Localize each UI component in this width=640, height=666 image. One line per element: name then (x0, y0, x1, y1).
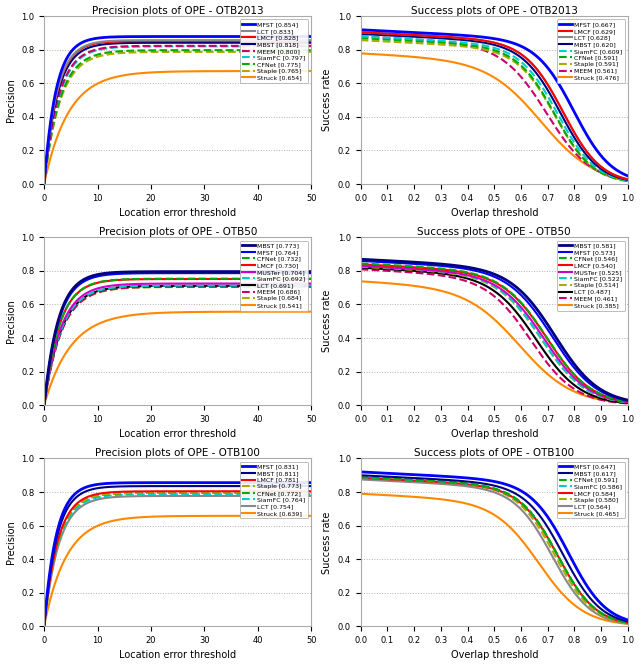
Title: Precision plots of OPE - OTB100: Precision plots of OPE - OTB100 (95, 448, 260, 458)
X-axis label: Overlap threshold: Overlap threshold (451, 430, 538, 440)
Title: Precision plots of OPE - OTB2013: Precision plots of OPE - OTB2013 (92, 5, 264, 15)
X-axis label: Location error threshold: Location error threshold (119, 651, 236, 661)
Legend: MFST [0.831], MBST [0.811], LMCF [0.781], Staple [0.773], CFNet [0.772], SiamFC : MFST [0.831], MBST [0.811], LMCF [0.781]… (240, 462, 308, 518)
Y-axis label: Success rate: Success rate (322, 69, 332, 131)
X-axis label: Overlap threshold: Overlap threshold (451, 208, 538, 218)
Legend: MBST [0.581], MFST [0.573], CFNet [0.546], LMCF [0.540], MUSTer [0.525], SiamFC : MBST [0.581], MFST [0.573], CFNet [0.546… (557, 240, 625, 310)
Title: Precision plots of OPE - OTB50: Precision plots of OPE - OTB50 (99, 226, 257, 236)
X-axis label: Location error threshold: Location error threshold (119, 430, 236, 440)
Legend: MFST [0.854], LCT [0.833], LMCF [0.828], MBST [0.818], MEEM [0.800], SiamFC [0.7: MFST [0.854], LCT [0.833], LMCF [0.828],… (240, 19, 308, 83)
Legend: MBST [0.773], MFST [0.764], CFNet [0.732], LMCF [0.730], MUSTer [0.704], SiamFC : MBST [0.773], MFST [0.764], CFNet [0.732… (240, 240, 308, 310)
Y-axis label: Success rate: Success rate (322, 511, 332, 573)
Title: Success plots of OPE - OTB100: Success plots of OPE - OTB100 (414, 448, 574, 458)
Title: Success plots of OPE - OTB2013: Success plots of OPE - OTB2013 (411, 5, 578, 15)
X-axis label: Location error threshold: Location error threshold (119, 208, 236, 218)
Legend: MFST [0.647], MBST [0.617], CFNet [0.591], SiamFC [0.586], LMCF [0.584], Staple : MFST [0.647], MBST [0.617], CFNet [0.591… (557, 462, 625, 518)
Y-axis label: Precision: Precision (6, 300, 15, 343)
Y-axis label: Success rate: Success rate (322, 290, 332, 352)
Y-axis label: Precision: Precision (6, 520, 15, 564)
Title: Success plots of OPE - OTB50: Success plots of OPE - OTB50 (417, 226, 571, 236)
Y-axis label: Precision: Precision (6, 79, 15, 122)
X-axis label: Overlap threshold: Overlap threshold (451, 651, 538, 661)
Legend: MFST [0.667], LMCF [0.629], LCT [0.628], MBST [0.620], SiamFC [0.609], CFNet [0.: MFST [0.667], LMCF [0.629], LCT [0.628],… (557, 19, 625, 83)
